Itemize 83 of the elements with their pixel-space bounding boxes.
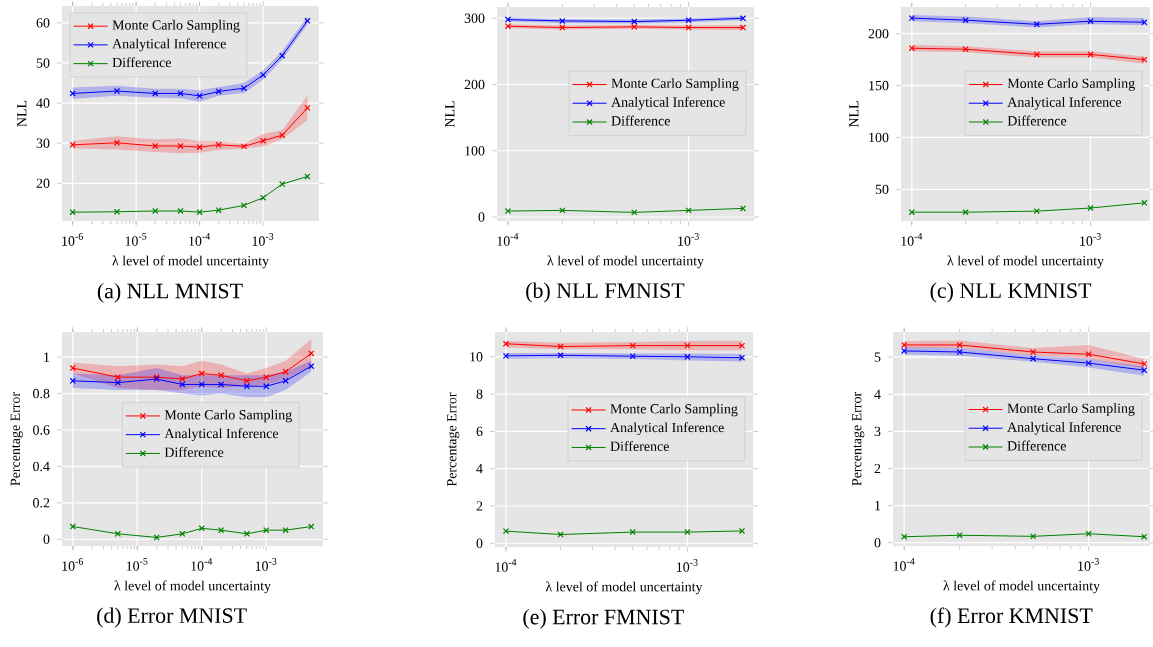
legend-label: Analytical Inference [1007,96,1122,110]
x-tick-label: 10$^{-3}$ [255,558,277,571]
y-axis-title: Percentage Error [447,392,460,487]
x-tick-label: 10$^{-5}$ [125,233,147,246]
text: (a) NLL MNIST [97,282,243,303]
text: (f) Error KMNIST [930,607,1093,628]
x-tick-label: 10$^{-5}$ [126,558,148,571]
y-tick-label: 2 [476,501,483,511]
y-tick-label: 1 [875,500,881,511]
text: (d) Error MNIST [97,607,247,628]
text: (e) Error FMNIST [523,608,684,629]
x-tick-label: 10$^{-4}$ [893,558,915,571]
legend-label: Monte Carlo Sampling [112,19,240,33]
x-axis-title: λ level of model uncertainty [547,255,704,269]
y-tick-label: 60 [36,18,50,28]
legend-label: Difference [611,115,670,126]
y-tick-label: 4 [874,389,881,399]
text: (b) NLL FMNIST [526,282,685,303]
y-tick-label: 50 [36,58,50,68]
legend-label: Difference [1007,115,1067,126]
legend-label: Difference [112,57,171,68]
legend-label: Monte Carlo Sampling [610,403,738,417]
y-tick-label: 0.8 [33,388,50,399]
y-tick-label: 0 [476,538,483,548]
x-tick-label: 10$^{-3}$ [678,233,699,246]
y-tick-label: 3 [874,426,881,437]
y-axis-title: Percentage Error [10,392,23,486]
y-axis-title: NLL [17,100,27,127]
x-tick-label: 10$^{-4}$ [495,559,517,572]
y-tick-label: 8 [476,389,483,399]
x-axis-title: λ level of model uncertainty [112,255,269,269]
x-tick-label: 10$^{-4}$ [189,233,211,246]
legend-label: Analytical Inference [610,422,724,436]
y-tick-label: 300 [464,13,485,23]
x-tick-label: 10$^{-3}$ [1078,558,1099,571]
text: (c) NLL KMNIST [930,282,1092,303]
legend-label: Analytical Inference [164,428,279,442]
y-tick-label: 0 [478,212,485,222]
legend-label: Analytical Inference [611,96,725,110]
y-tick-label: 6 [476,426,483,437]
y-tick-label: 2 [874,463,881,474]
legend-label: Analytical Inference [112,38,226,52]
y-axis-title: Percentage Error [852,392,865,486]
x-axis-title: λ level of model uncertainty [114,580,271,594]
x-axis-title: λ level of model uncertainty [943,580,1100,594]
x-tick-label: 10$^{-3}$ [676,559,698,572]
legend-label: Difference [164,447,224,457]
x-axis-title: λ level of model uncertainty [947,255,1104,269]
y-tick-label: 5 [874,352,881,362]
x-tick-label: 10$^{-6}$ [62,233,83,246]
y-tick-label: 50 [875,184,889,195]
x-axis-title: λ level of model uncertainty [545,581,703,595]
y-tick-label: 20 [36,178,50,188]
y-tick-label: 10 [470,352,483,362]
y-tick-label: 0.4 [33,461,50,472]
y-tick-label: 100 [465,146,485,156]
y-tick-label: 1 [44,352,50,362]
legend-label: Analytical Inference [1007,421,1121,435]
y-tick-label: 0.2 [33,498,50,508]
y-tick-label: 100 [869,132,889,143]
legend-label: Monte Carlo Sampling [1007,403,1135,416]
y-tick-label: 200 [464,79,485,90]
x-tick-label: 10$^{-4}$ [901,233,923,246]
y-tick-label: 0 [43,534,50,544]
y-tick-label: 40 [36,98,50,108]
x-tick-label: 10$^{-6}$ [62,558,84,571]
x-tick-label: 10$^{-3}$ [1080,233,1101,246]
legend-label: Difference [610,441,669,451]
legend-label: Monte Carlo Sampling [611,78,739,91]
y-tick-label: 200 [868,28,889,39]
legend-label: Monte Carlo Sampling [1007,78,1135,91]
legend-label: Difference [1007,440,1066,451]
x-tick-label: 10$^{-4}$ [497,233,519,246]
legend-label: Monte Carlo Sampling [164,409,292,423]
y-axis-title: NLL [849,101,859,128]
y-tick-label: 150 [869,80,889,91]
x-tick-label: 10$^{-3}$ [252,233,274,246]
y-tick-label: 0.6 [33,425,50,435]
y-tick-label: 0 [874,537,881,548]
y-tick-label: 4 [476,464,483,474]
x-tick-label: 10$^{-4}$ [191,558,213,571]
y-tick-label: 30 [36,138,50,148]
y-axis-title: NLL [445,101,455,128]
